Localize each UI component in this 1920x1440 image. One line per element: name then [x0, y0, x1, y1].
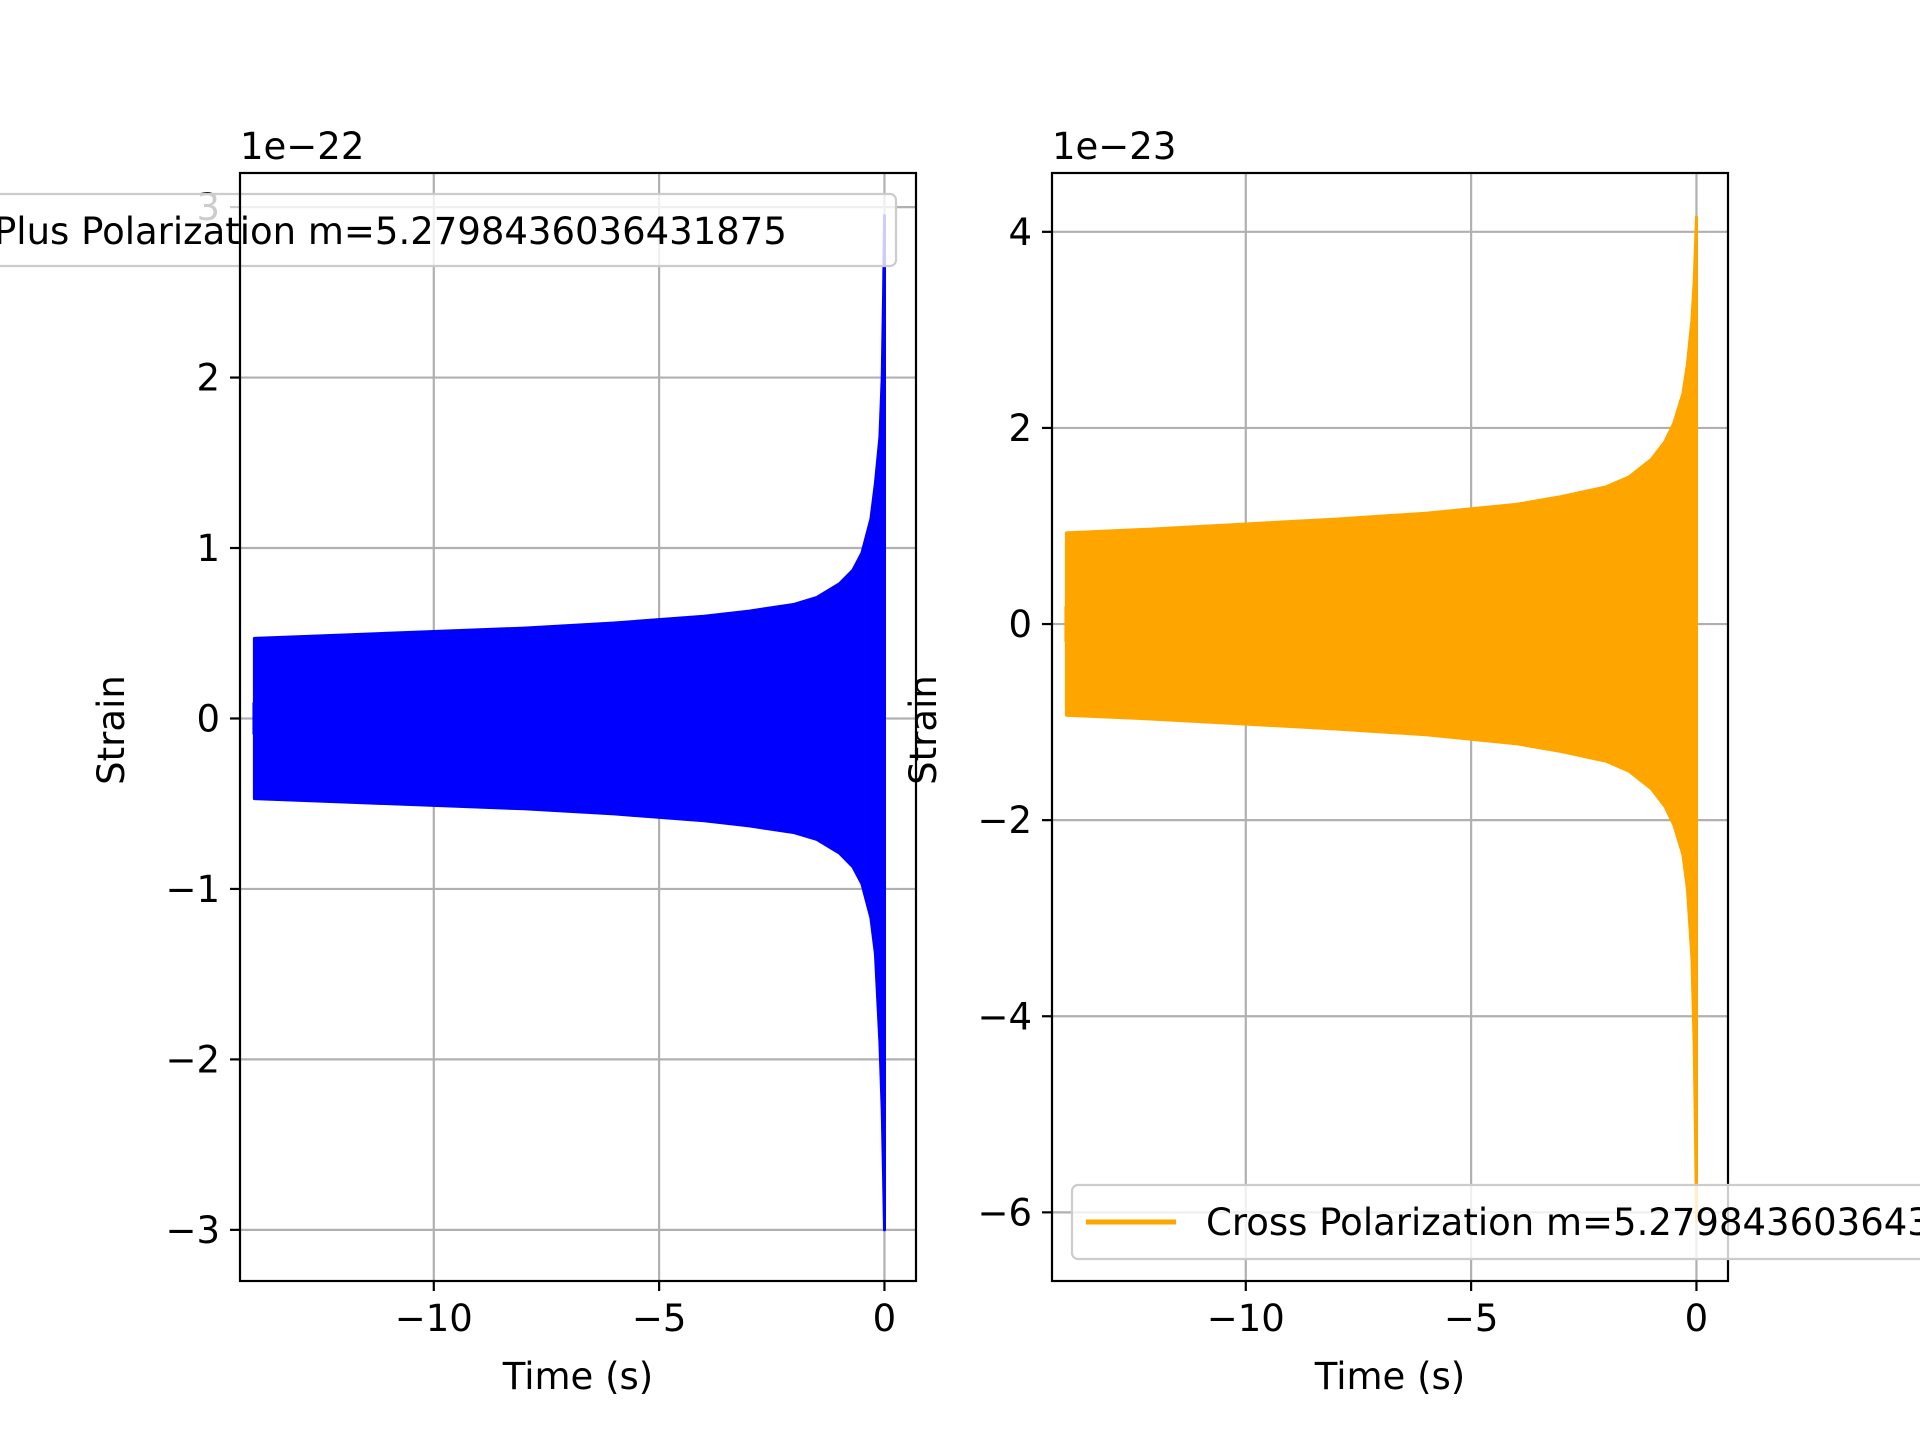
y-axis-label-plus: Strain — [90, 675, 133, 785]
y-tick-label: 0 — [196, 697, 220, 740]
offset-text-cross: 1e−23 — [1052, 125, 1176, 168]
x-tick-label: −5 — [632, 1297, 687, 1340]
legend-box-cross — [1070, 1183, 1920, 1261]
y-tick-label: −1 — [165, 868, 220, 911]
x-tick-label: −10 — [1207, 1297, 1285, 1340]
y-tick-label: 0 — [1008, 603, 1032, 646]
y-tick-label: −4 — [977, 995, 1032, 1038]
series-plus — [252, 214, 886, 1232]
offset-text-plus: 1e−22 — [240, 125, 364, 168]
legend-cross: Cross Polarization m=5.2798436036431875 — [1070, 1183, 1920, 1261]
y-tick-label: 2 — [196, 357, 220, 400]
ticks-plus: −10−50−3−2−10123 — [165, 186, 896, 1340]
y-tick-label: −6 — [977, 1191, 1032, 1234]
y-tick-label: 4 — [1008, 211, 1032, 254]
y-tick-label: −3 — [165, 1209, 220, 1252]
y-tick-label: −2 — [165, 1038, 220, 1081]
legend-plus: Plus Polarization m=5.2798436036431875 — [0, 192, 898, 268]
axes-frame-plus — [238, 171, 918, 1283]
series-cross — [1064, 215, 1698, 1224]
series-line-cross — [1064, 215, 1698, 1224]
plus-polarization-panel: −10−50−3−2−10123 1e−22 Time (s) Strain P… — [0, 125, 918, 1398]
ticks-cross: −10 −5 0 −6 −4 −2 0 2 4 — [977, 211, 1708, 1340]
x-axis-label-cross: Time (s) — [1314, 1355, 1465, 1398]
legend-label-cross: Cross Polarization m=5.2798436036431875 — [1206, 1201, 1920, 1244]
axes-frame-cross — [1050, 171, 1730, 1283]
y-tick-label: 2 — [1008, 407, 1032, 450]
y-tick-label: 1 — [196, 527, 220, 570]
x-tick-label: 0 — [1685, 1297, 1709, 1340]
series-line-plus — [252, 214, 886, 1232]
legend-label-plus: Plus Polarization m=5.2798436036431875 — [0, 210, 787, 253]
x-axis-label-plus: Time (s) — [502, 1355, 653, 1398]
y-axis-label-cross: Strain — [902, 675, 945, 785]
x-tick-label: −10 — [395, 1297, 473, 1340]
cross-polarization-panel: −10 −5 0 −6 −4 −2 0 2 4 1e−23 Time (s) Strain Cr… — [902, 125, 1920, 1398]
x-tick-label: 0 — [873, 1297, 897, 1340]
y-tick-label: −2 — [977, 799, 1032, 842]
x-tick-label: −5 — [1444, 1297, 1499, 1340]
legend-box-plus — [0, 192, 898, 268]
